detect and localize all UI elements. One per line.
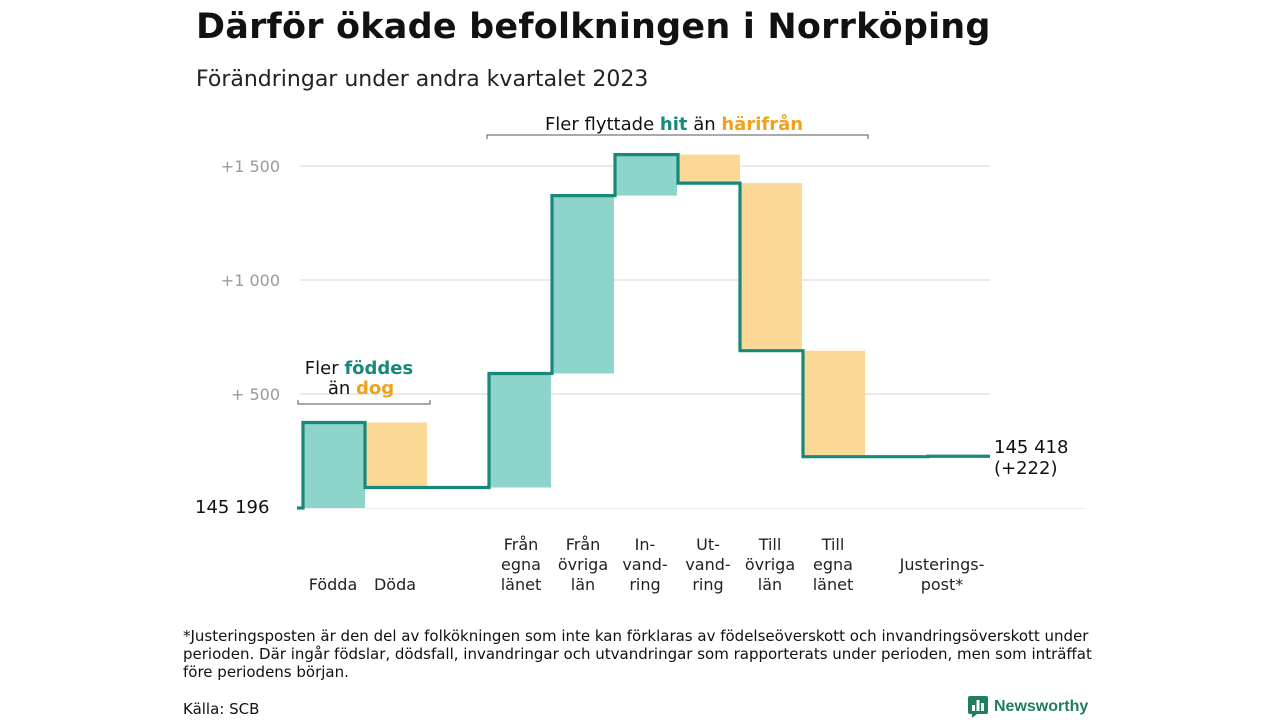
bar [552,195,614,374]
bar [740,183,802,351]
birth-annotation-text: än [328,378,356,399]
category-label: Till [758,535,782,554]
y-tick-label: +1 500 [221,157,280,176]
migration-highlight-hit: hit [660,114,688,135]
category-label: ring [692,575,723,594]
category-label: län [571,575,595,594]
migration-annotation-text: än [687,114,721,135]
running-total-line [297,153,990,510]
newsworthy-logo: Newsworthy [968,696,1088,718]
category-label: egna [501,555,541,574]
category-label: Ut- [696,535,720,554]
y-tick-label: + 500 [231,385,280,404]
end-change-label: (+222) [994,458,1057,479]
category-label: Från [566,535,601,554]
running-total-line [297,153,990,510]
bar [615,154,677,196]
migration-annotation: Fler flyttade hit än härifrån [545,113,803,135]
category-label: länet [501,575,542,594]
bar-chart-icon [968,696,988,718]
category-label: Från [504,535,539,554]
bar [303,422,365,508]
bar [678,154,740,184]
category-label: vand- [622,555,667,574]
category-label: Justerings- [899,555,985,574]
birth-bracket [297,400,431,405]
chart-subtitle: Förändringar under andra kvartalet 2023 [196,67,649,92]
category-label: vand- [685,555,730,574]
category-label: egna [813,555,853,574]
logo-text: Newsworthy [994,698,1089,715]
category-label: Födda [309,575,358,594]
birth-annotation-line2: än dog [328,378,394,399]
birth-annotation-line1: Fler föddes [305,358,413,379]
category-label: övriga [558,555,608,574]
bar [489,373,551,488]
category-label: länet [813,575,854,594]
category-label: In- [635,535,656,554]
category-label: Döda [374,575,416,594]
end-value-label: 145 418 [994,437,1068,458]
category-label: ring [629,575,660,594]
birth-highlight-dog: dog [356,378,394,399]
birth-annotation-text: Fler [305,358,345,379]
bar [803,350,865,457]
bars [303,154,865,508]
category-label: län [758,575,782,594]
migration-highlight-harifran: härifrån [721,113,803,135]
source-text: Källa: SCB [183,700,260,718]
migration-bracket [486,134,869,139]
category-label: post* [921,575,964,594]
migration-annotation-text: Fler flyttade [545,114,660,135]
base-value-label: 145 196 [195,497,269,518]
footnote: *Justeringsposten är den del av folkökni… [183,627,1092,681]
category-label: övriga [745,555,795,574]
y-tick-label: +1 000 [221,271,280,290]
category-label: Till [821,535,845,554]
chart-title: Därför ökade befolkningen i Norrköping [196,7,991,47]
birth-highlight-fodd: föddes [344,358,413,379]
bar [365,422,427,488]
